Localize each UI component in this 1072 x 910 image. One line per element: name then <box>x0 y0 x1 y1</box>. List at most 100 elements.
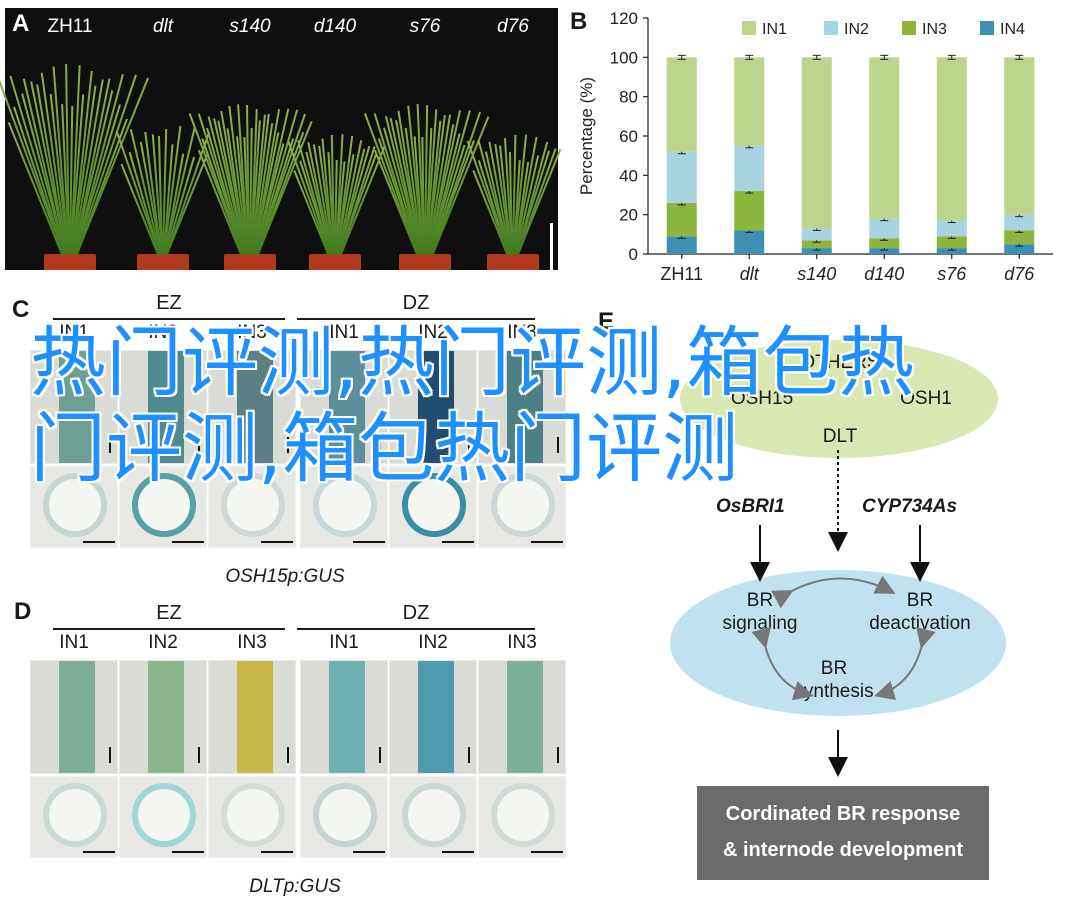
bar-segment-IN4 <box>734 230 765 254</box>
pathway-arrows <box>750 450 936 777</box>
stained-tissue <box>59 351 95 463</box>
cross-section-image <box>119 776 207 858</box>
y-tick-label: 80 <box>619 88 638 107</box>
y-tick-label: 100 <box>610 48 638 67</box>
longitudinal-section-image <box>300 350 388 464</box>
stained-tissue <box>507 661 543 773</box>
stained-tissue <box>148 351 184 463</box>
group-divider <box>53 628 285 630</box>
longitudinal-section-image <box>300 660 388 774</box>
group-divider <box>297 318 535 320</box>
scale-bar <box>287 747 289 763</box>
watermark-text: 热门评测,热门评测,箱包热门评测,箱包热门评测 <box>30 318 915 493</box>
stem-ring <box>491 473 555 537</box>
result-line-2: & internode development <box>722 839 964 861</box>
bar-segment-IN2 <box>666 151 697 203</box>
bar-segment-IN1 <box>666 57 697 152</box>
panel-a-plant-photo: ZH11 dlt s140 d140 s76 d76 <box>0 8 562 273</box>
y-tick-label: 40 <box>619 166 638 185</box>
bar-segment-IN1 <box>801 57 832 229</box>
bar-segment-IN1 <box>869 57 900 219</box>
dlt-label: DLT <box>822 426 858 447</box>
scale-bar <box>83 541 115 543</box>
scale-bar <box>557 747 559 763</box>
bar-segment-IN4 <box>666 236 697 254</box>
stem-ring <box>313 473 377 537</box>
result-box: Cordinated BR response & internode devel… <box>697 786 989 880</box>
bar-segment-IN2 <box>1004 214 1035 231</box>
cross-section-image <box>208 466 296 548</box>
scale-bar <box>557 437 559 453</box>
group-divider <box>297 628 535 630</box>
bar-segment-IN3 <box>1004 230 1035 245</box>
stem-ring <box>402 473 466 537</box>
scale-bar <box>83 851 115 853</box>
panel-c-letter: C <box>12 296 30 323</box>
x-tick-label: s76 <box>937 264 967 284</box>
group-label: EZ <box>156 602 182 624</box>
cross-section-image <box>478 776 566 858</box>
y-tick-label: 60 <box>619 127 638 146</box>
scale-bar <box>531 541 563 543</box>
scale-bar <box>198 437 200 453</box>
scale-bar <box>442 851 474 853</box>
y-tick-label: 0 <box>629 245 638 264</box>
cross-section-image <box>30 776 118 858</box>
panel-c-caption: OSH15p:GUS <box>225 566 345 587</box>
osh15-label: OSH15 <box>730 388 794 409</box>
plant-pot <box>44 254 96 270</box>
bar-segment-IN3 <box>869 238 900 249</box>
y-axis-label: Percentage (%) <box>577 77 596 195</box>
stained-tissue <box>237 661 273 773</box>
scale-bar <box>172 541 204 543</box>
column-label: IN1 <box>329 632 359 653</box>
osh1-label: OSH1 <box>900 388 952 409</box>
y-tick-label: 20 <box>619 206 638 225</box>
legend-swatch <box>824 21 838 35</box>
stained-tissue <box>418 351 454 463</box>
scale-bar <box>379 437 381 453</box>
stem-ring <box>43 473 107 537</box>
legend-swatch <box>742 21 756 35</box>
osbri1-gene: OsBRI1 <box>716 496 785 517</box>
arrow-signaling-deactivation <box>771 575 896 609</box>
stem-ring <box>313 783 377 847</box>
plant-label: s76 <box>409 16 441 37</box>
plant-label: d140 <box>313 16 357 37</box>
br-synthesis-label: BR synthesis <box>794 658 874 702</box>
column-label: IN3 <box>237 632 267 653</box>
legend-label: IN2 <box>844 21 869 38</box>
column-label: IN3 <box>507 632 537 653</box>
group-label: EZ <box>156 292 182 314</box>
legend-swatch <box>980 21 994 35</box>
scale-bar <box>198 747 200 763</box>
arrow-synthesis-deactivation <box>874 627 936 701</box>
longitudinal-section-image <box>30 350 118 464</box>
scale-bar <box>379 747 381 763</box>
stem-ring <box>132 783 196 847</box>
column-label: IN2 <box>418 632 448 653</box>
cross-section-image <box>478 466 566 548</box>
x-tick-label: dlt <box>740 264 760 284</box>
result-line-1: Cordinated BR response <box>725 803 961 825</box>
column-label: IN3 <box>507 322 537 343</box>
panel-b-letter: B <box>570 8 588 35</box>
group-divider <box>53 318 285 320</box>
column-label: IN3 <box>237 322 267 343</box>
scale-bar <box>287 437 289 453</box>
bar-segment-IN4 <box>869 248 900 254</box>
x-tick-label: d76 <box>1004 264 1035 284</box>
stem-ring <box>43 783 107 847</box>
column-label: IN2 <box>148 632 178 653</box>
x-tick-label: d140 <box>864 264 904 284</box>
longitudinal-section-image <box>389 350 477 464</box>
cross-section-image <box>300 466 388 548</box>
arrow-synthesis-signaling <box>751 627 814 701</box>
panel-e-letter: E <box>598 308 615 335</box>
column-label: IN1 <box>329 322 359 343</box>
bar-segment-IN3 <box>936 236 967 249</box>
scale-bar <box>353 541 385 543</box>
stacked-bar-chart: 0 20 40 60 80 100 120 Percentage (%) ZH11 dlt s140… <box>577 9 1053 284</box>
cross-section-image <box>389 776 477 858</box>
column-label: IN2 <box>148 322 178 343</box>
